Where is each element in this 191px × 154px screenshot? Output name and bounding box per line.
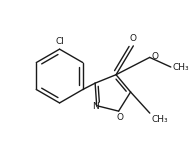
Text: Cl: Cl [55, 37, 64, 46]
Text: CH₃: CH₃ [152, 115, 168, 124]
Text: O: O [116, 113, 123, 122]
Text: O: O [152, 52, 159, 61]
Text: CH₃: CH₃ [173, 63, 189, 71]
Text: N: N [92, 102, 99, 111]
Text: O: O [130, 34, 137, 43]
